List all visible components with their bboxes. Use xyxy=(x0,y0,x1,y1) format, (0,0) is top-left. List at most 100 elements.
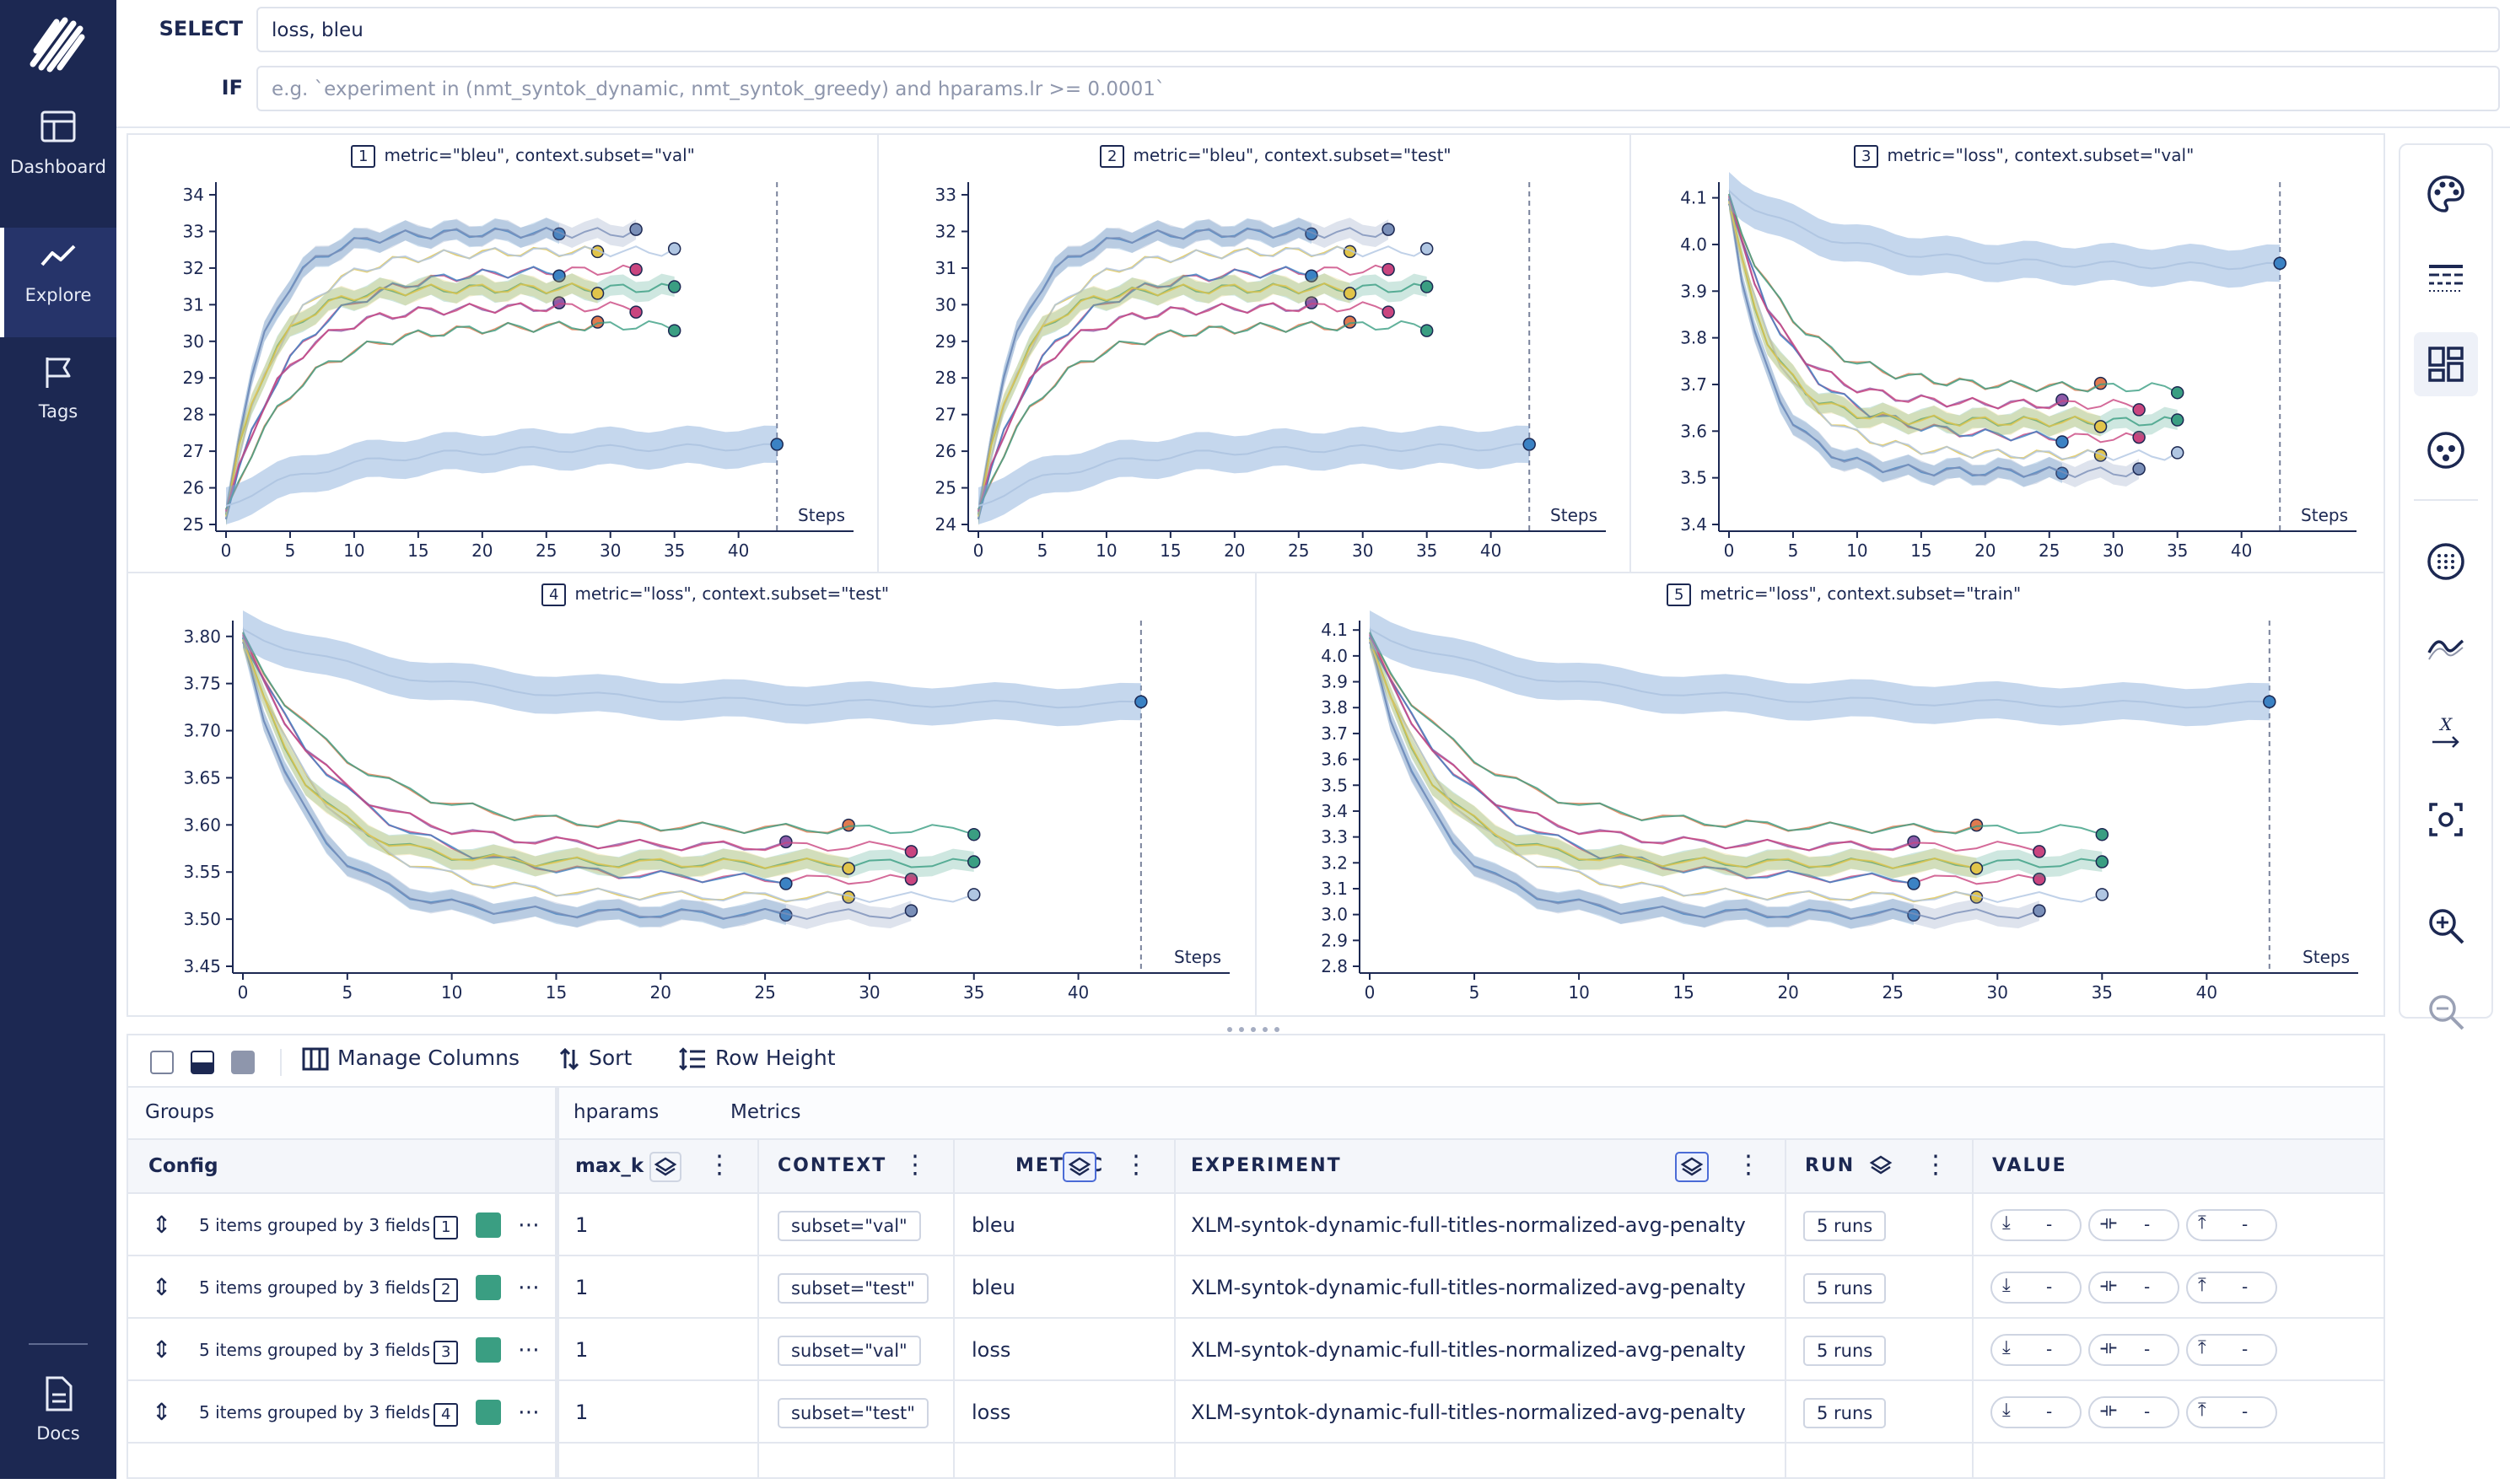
experiment-group-button[interactable] xyxy=(1675,1152,1709,1182)
expand-group-icon[interactable]: ⇕ xyxy=(152,1398,172,1426)
group-color-swatch[interactable] xyxy=(476,1337,501,1363)
runs-chip[interactable]: 5 runs xyxy=(1803,1398,1887,1428)
value-mean-pill[interactable]: ⟛ - xyxy=(2088,1272,2179,1304)
mean-icon: ⟛ xyxy=(2100,1275,2117,1296)
chart-canvas-3[interactable]: 0 5 10 15 20 25 30 35 40 3.4 3.5 3.6 3.7 3.8 3.9 4.0 4.1… xyxy=(1631,135,2385,573)
axes-scale-button[interactable]: X xyxy=(2414,702,2478,766)
expand-group-icon[interactable]: ⇕ xyxy=(152,1211,172,1239)
x-axis-alignment-button[interactable] xyxy=(2414,530,2478,594)
value-min-pill[interactable]: ⤓ - xyxy=(1990,1209,2082,1241)
value-mean-pill[interactable]: ⟛ - xyxy=(2088,1396,2179,1428)
table-row[interactable]: ⇕ 5 items grouped by 3 fields 3 ⋯ 1 subset="v… xyxy=(128,1317,2383,1379)
chart-canvas-2[interactable]: 0 5 10 15 20 25 30 35 40 24 25 26 27 28 29 30 31 32 33 Step… xyxy=(879,135,1631,573)
chart-title-text-3: metric="loss", context.subset="val" xyxy=(1887,145,2195,165)
table-row-partial[interactable] xyxy=(128,1442,2383,1477)
experiment-value[interactable]: XLM-syntok-dynamic-full-titles-normalize… xyxy=(1191,1276,1746,1299)
nav-docs[interactable]: Docs xyxy=(0,1374,116,1484)
expand-group-icon[interactable]: ⇕ xyxy=(152,1273,172,1301)
chart-index-3: 3 xyxy=(1854,145,1879,168)
expand-group-icon[interactable]: ⇕ xyxy=(152,1336,172,1363)
context-chip[interactable]: subset="test" xyxy=(778,1398,929,1428)
chart-panel-1[interactable]: 0 5 10 15 20 25 30 35 40 25 26 27 28 29 30 31 32 33 34 Step… xyxy=(128,135,879,573)
value-min-pill[interactable]: ⤓ - xyxy=(1990,1334,2082,1366)
value-mean-pill[interactable]: ⟛ - xyxy=(2088,1334,2179,1366)
chart-panel-3[interactable]: 0 5 10 15 20 25 30 35 40 3.4 3.5 3.6 3.7 3.8 3.9 4.0 4.1… xyxy=(1631,135,2385,573)
if-input[interactable]: e.g. `experiment in (nmt_syntok_dynamic,… xyxy=(256,66,2500,111)
runs-chip[interactable]: 5 runs xyxy=(1803,1211,1887,1241)
runs-chip[interactable]: 5 runs xyxy=(1803,1336,1887,1366)
chart-canvas-4[interactable]: 0 5 10 15 20 25 30 35 40 3.45 3.50 3.55 3.60 3.65 3.70… xyxy=(128,573,1257,1015)
aim-logo[interactable] xyxy=(24,13,92,73)
y-tick-label: 31 xyxy=(935,258,956,278)
value-min-pill[interactable]: ⤓ - xyxy=(1990,1396,2082,1428)
value-mean-pill[interactable]: ⟛ - xyxy=(2088,1209,2179,1241)
runs-chip[interactable]: 5 runs xyxy=(1803,1273,1887,1304)
chart-index-2: 2 xyxy=(1100,145,1125,168)
manage-columns-button[interactable]: Manage Columns xyxy=(302,1046,520,1076)
group-color-swatch[interactable] xyxy=(476,1275,501,1300)
value-max-pill[interactable]: ⤒ - xyxy=(2186,1272,2277,1304)
color-palette-button[interactable] xyxy=(2414,162,2478,226)
chart-canvas-1[interactable]: 0 5 10 15 20 25 30 35 40 25 26 27 28 29 30 31 32 33 34 Step… xyxy=(128,135,879,573)
export-image-button[interactable] xyxy=(2414,788,2478,852)
resize-handle[interactable] xyxy=(1225,1020,1285,1032)
value-min-pill[interactable]: ⤓ - xyxy=(1990,1272,2082,1304)
table-half-button[interactable] xyxy=(191,1051,214,1074)
stroke-style-button[interactable] xyxy=(2414,246,2478,310)
table-row[interactable]: ⇕ 5 items grouped by 3 fields 4 ⋯ 1 subset="t… xyxy=(128,1379,2383,1442)
max-k-column-header[interactable]: max_k xyxy=(575,1155,644,1177)
row-height-button[interactable]: Row Height xyxy=(678,1046,836,1076)
max-k-group-button[interactable] xyxy=(649,1152,681,1182)
experiment-value[interactable]: XLM-syntok-dynamic-full-titles-normalize… xyxy=(1191,1401,1746,1424)
experiment-column-header[interactable]: EXPERIMENT xyxy=(1191,1155,1342,1176)
chart-panel-2[interactable]: 0 5 10 15 20 25 30 35 40 24 25 26 27 28 29 30 31 32 33 Step… xyxy=(879,135,1631,573)
divide-charts-button[interactable] xyxy=(2414,332,2478,396)
zoom-out-button[interactable] xyxy=(2414,980,2478,1030)
table-row[interactable]: ⇕ 5 items grouped by 3 fields 2 ⋯ 1 subset="t… xyxy=(128,1255,2383,1317)
metric-group-button[interactable] xyxy=(1063,1152,1096,1182)
nav-tags[interactable]: Tags xyxy=(0,352,116,462)
context-chip[interactable]: subset="test" xyxy=(778,1273,929,1304)
context-column-header[interactable]: CONTEXT xyxy=(778,1155,887,1176)
value-column-header[interactable]: VALUE xyxy=(1992,1155,2067,1176)
group-color-swatch[interactable] xyxy=(476,1212,501,1238)
chart-panel-5[interactable]: 0 5 10 15 20 25 30 35 40 2.8 2.9 3.0 3.1 3.2 3.3 3.4 3.5… xyxy=(1257,573,2385,1015)
value-max-pill[interactable]: ⤒ - xyxy=(2186,1396,2277,1428)
max-k-menu-icon[interactable]: ⋮ xyxy=(707,1150,732,1180)
y-tick-label: 27 xyxy=(935,405,956,425)
experiment-menu-icon[interactable]: ⋮ xyxy=(1736,1150,1761,1180)
group-color-swatch[interactable] xyxy=(476,1400,501,1425)
select-input[interactable]: loss, bleu xyxy=(256,7,2500,52)
value-max-pill[interactable]: ⤒ - xyxy=(2186,1209,2277,1241)
row-more-icon[interactable]: ⋯ xyxy=(518,1400,540,1425)
chart-panel-4[interactable]: 0 5 10 15 20 25 30 35 40 3.45 3.50 3.55 3.60 3.65 3.70… xyxy=(128,573,1257,1015)
zoom-in-button[interactable] xyxy=(2414,894,2478,958)
context-chip[interactable]: subset="val" xyxy=(778,1211,921,1241)
table-hide-button[interactable] xyxy=(150,1051,174,1074)
row-more-icon[interactable]: ⋯ xyxy=(518,1275,540,1300)
row-more-icon[interactable]: ⋯ xyxy=(518,1212,540,1238)
series-end-point xyxy=(1382,305,1395,319)
chart-canvas-5[interactable]: 0 5 10 15 20 25 30 35 40 2.8 2.9 3.0 3.1 3.2 3.3 3.4 3.5… xyxy=(1257,573,2385,1015)
row-more-icon[interactable]: ⋯ xyxy=(518,1337,540,1363)
series-line xyxy=(1369,642,1915,884)
run-group-button[interactable] xyxy=(1866,1152,1898,1182)
table-full-button[interactable] xyxy=(231,1051,255,1074)
context-menu-icon[interactable]: ⋮ xyxy=(902,1150,928,1180)
aggregate-button[interactable] xyxy=(2414,418,2478,482)
run-column-header[interactable]: RUN xyxy=(1805,1155,1856,1176)
group-description: 5 items grouped by 3 fields xyxy=(199,1402,431,1422)
experiment-value[interactable]: XLM-syntok-dynamic-full-titles-normalize… xyxy=(1191,1338,1746,1362)
x-tick-label: 0 xyxy=(973,540,984,561)
experiment-value[interactable]: XLM-syntok-dynamic-full-titles-normalize… xyxy=(1191,1213,1746,1237)
smoothing-button[interactable] xyxy=(2414,616,2478,680)
value-max-pill[interactable]: ⤒ - xyxy=(2186,1334,2277,1366)
nav-explore[interactable]: Explore xyxy=(0,228,116,337)
metric-menu-icon[interactable]: ⋮ xyxy=(1123,1150,1149,1180)
run-menu-icon[interactable]: ⋮ xyxy=(1923,1150,1948,1180)
context-chip[interactable]: subset="val" xyxy=(778,1336,921,1366)
series-line xyxy=(1728,197,2140,478)
sort-button[interactable]: Sort xyxy=(558,1046,632,1076)
nav-dashboard[interactable]: Dashboard xyxy=(0,108,116,218)
table-row[interactable]: ⇕ 5 items grouped by 3 fields 1 ⋯ 1 subset="v… xyxy=(128,1192,2383,1255)
